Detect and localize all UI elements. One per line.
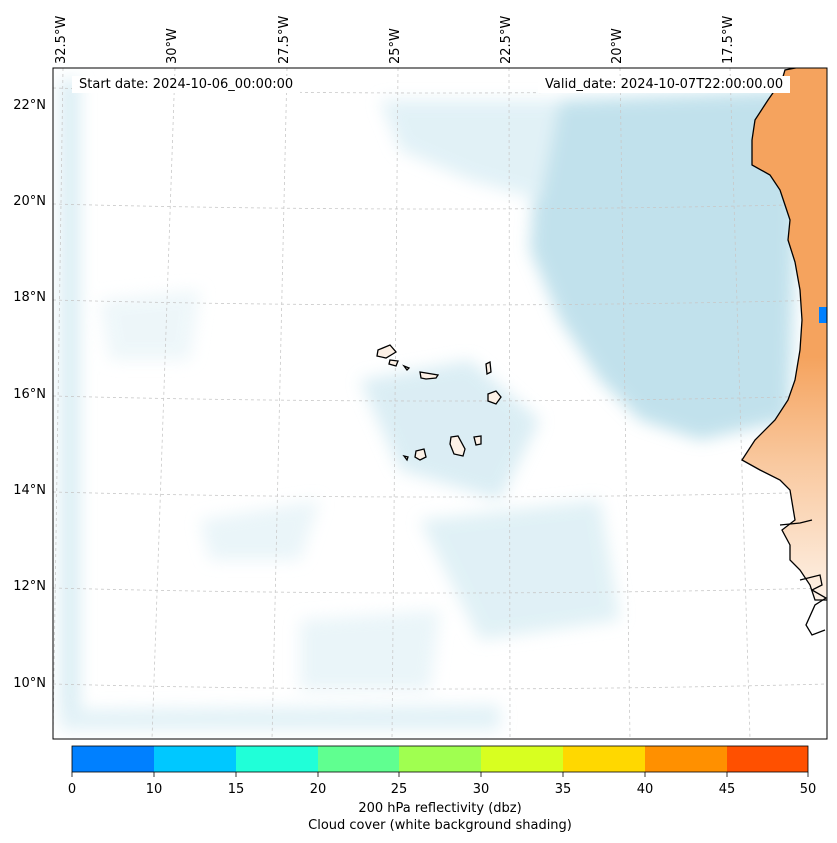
africa-landmass: [741, 68, 827, 601]
lon-label: 22.5°W: [499, 15, 514, 64]
lat-label: 16°N: [13, 387, 46, 402]
guinea-bissau-coast: [799, 574, 827, 636]
valid-date-label: Valid_date: 2024-10-07T22:00:00.00: [538, 76, 791, 93]
colorbar-segment: [481, 746, 563, 772]
lat-label: 18°N: [13, 290, 46, 305]
lon-label: 27.5°W: [277, 15, 292, 64]
lat-label: 14°N: [13, 483, 46, 498]
lat-label: 20°N: [13, 194, 46, 209]
colorbar-tick-label: 20: [309, 782, 327, 797]
cape-verde-islands: [376, 344, 502, 462]
start-date-label: Start date: 2024-10-06_00:00:00: [72, 76, 301, 93]
colorbar-segment: [318, 746, 399, 772]
colorbar-tick-label: 25: [390, 782, 408, 797]
colorbar-tick-label: 0: [67, 782, 77, 797]
reflectivity-cell: [819, 307, 827, 323]
colorbar-segment: [399, 746, 481, 772]
lon-label: 25°W: [388, 28, 403, 64]
colorbar-segment: [645, 746, 727, 772]
lat-label: 10°N: [13, 676, 46, 691]
colorbar-tick-label: 30: [472, 782, 490, 797]
map-frame: [52, 67, 828, 740]
colorbar-tick-label: 40: [636, 782, 654, 797]
colorbar-segment: [236, 746, 318, 772]
colorbar-segment: [154, 746, 236, 772]
colorbar-frame: [71, 745, 809, 773]
colorbar-segment: [72, 746, 154, 772]
lon-label: 20°W: [610, 28, 625, 64]
colorbar-tick-label: 35: [554, 782, 572, 797]
colorbar-tick-label: 45: [718, 782, 736, 797]
gambia-coast: [779, 519, 813, 526]
lat-label: 12°N: [13, 579, 46, 594]
lat-label: 22°N: [13, 98, 46, 113]
colorbar-tick-label: 10: [145, 782, 163, 797]
lon-label: 17.5°W: [721, 15, 736, 64]
colorbar-subtitle: Cloud cover (white background shading): [308, 818, 572, 833]
colorbar-segment: [727, 746, 808, 772]
colorbar-title: 200 hPa reflectivity (dbz): [358, 801, 522, 816]
lon-label: 32.5°W: [54, 15, 69, 64]
colorbar-tick-label: 50: [799, 782, 817, 797]
cloud-cover-shading: [60, 80, 800, 730]
lon-label: 30°W: [165, 28, 180, 64]
colorbar-segment: [563, 746, 645, 772]
colorbar: [71, 745, 809, 777]
colorbar-tick-label: 15: [227, 782, 245, 797]
